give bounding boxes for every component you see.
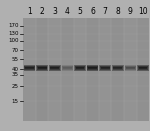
- Text: 4: 4: [65, 7, 70, 16]
- Text: 100: 100: [8, 38, 19, 43]
- Bar: [124, 65, 136, 71]
- Bar: [37, 66, 47, 70]
- Bar: [23, 18, 36, 121]
- Bar: [112, 66, 123, 70]
- Bar: [88, 67, 97, 69]
- Text: 70: 70: [12, 48, 19, 53]
- Bar: [101, 67, 110, 69]
- Bar: [137, 65, 149, 71]
- Text: 3: 3: [52, 7, 57, 16]
- Bar: [74, 65, 86, 71]
- Bar: [87, 66, 98, 70]
- Bar: [24, 66, 35, 70]
- Bar: [138, 66, 148, 70]
- Bar: [62, 66, 73, 70]
- Bar: [113, 67, 122, 69]
- Bar: [112, 65, 124, 71]
- Bar: [36, 65, 48, 71]
- Bar: [36, 18, 48, 121]
- Bar: [48, 18, 61, 121]
- Text: 5: 5: [78, 7, 82, 16]
- Text: 25: 25: [12, 84, 19, 89]
- Bar: [125, 66, 136, 70]
- Bar: [137, 18, 149, 121]
- Text: 8: 8: [115, 7, 120, 16]
- Bar: [100, 66, 110, 70]
- Bar: [126, 67, 135, 69]
- Text: 130: 130: [8, 31, 19, 36]
- Text: 2: 2: [40, 7, 45, 16]
- Bar: [111, 18, 124, 121]
- Bar: [25, 67, 34, 69]
- Bar: [23, 18, 149, 121]
- Bar: [24, 65, 35, 71]
- Text: 35: 35: [12, 72, 19, 77]
- Bar: [50, 67, 59, 69]
- Bar: [86, 18, 99, 121]
- Bar: [124, 18, 137, 121]
- Text: 9: 9: [128, 7, 133, 16]
- Bar: [49, 65, 61, 71]
- Text: 170: 170: [8, 23, 19, 28]
- Bar: [38, 67, 46, 69]
- Text: 6: 6: [90, 7, 95, 16]
- Text: 15: 15: [12, 99, 19, 104]
- Bar: [61, 18, 74, 121]
- Bar: [61, 65, 73, 71]
- Bar: [99, 65, 111, 71]
- Text: 40: 40: [12, 67, 19, 72]
- Bar: [74, 18, 86, 121]
- Bar: [75, 66, 85, 70]
- Bar: [76, 67, 84, 69]
- Text: 55: 55: [12, 57, 19, 62]
- Bar: [139, 67, 147, 69]
- Text: 10: 10: [138, 7, 148, 16]
- Bar: [99, 18, 111, 121]
- Text: 7: 7: [103, 7, 108, 16]
- Bar: [50, 66, 60, 70]
- Text: 1: 1: [27, 7, 32, 16]
- Bar: [63, 67, 72, 69]
- Bar: [87, 65, 98, 71]
